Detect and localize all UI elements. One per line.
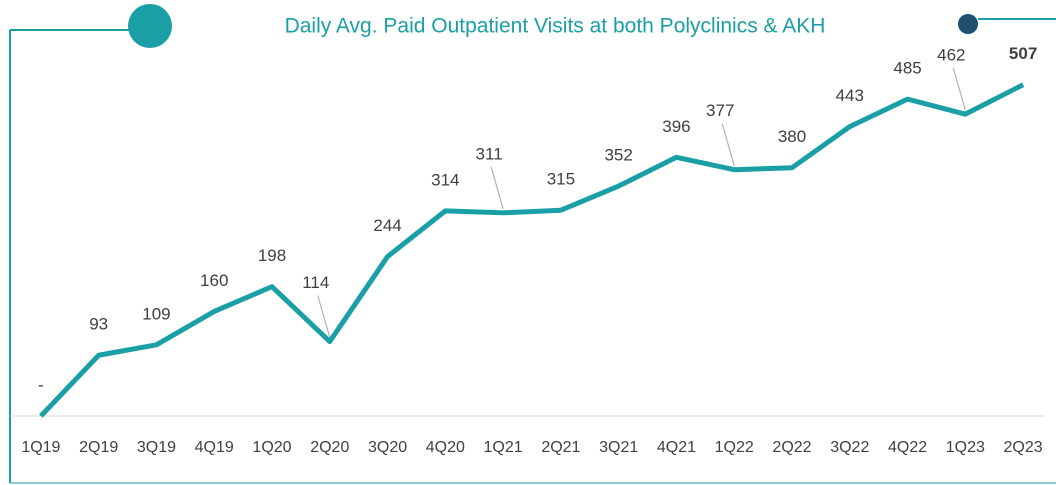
x-tick-label: 3Q20 [368, 439, 407, 456]
x-tick-label: 3Q19 [137, 439, 176, 456]
x-tick-label: 1Q20 [252, 439, 291, 456]
data-label: 198 [258, 246, 286, 265]
leader-line [317, 295, 331, 338]
data-label: 244 [373, 216, 401, 235]
title-dot [958, 14, 978, 34]
line [39, 82, 1025, 418]
x-tick-label: 2Q19 [79, 439, 118, 456]
data-label: 380 [778, 127, 806, 146]
title-circle [128, 4, 172, 48]
x-tick-label: 1Q22 [715, 439, 754, 456]
data-label: 443 [836, 86, 864, 105]
x-tick-label: 4Q19 [195, 439, 234, 456]
data-label: 396 [662, 117, 690, 136]
leader-line [952, 68, 966, 111]
x-tick-label: 4Q21 [657, 439, 696, 456]
data-label: 352 [604, 146, 632, 165]
leader-line [721, 123, 735, 166]
x-tick-label: 3Q21 [599, 439, 638, 456]
data-label: 314 [431, 170, 459, 189]
data-label: - [38, 375, 44, 394]
x-tick-label: 1Q23 [946, 439, 985, 456]
data-label: 311 [476, 144, 503, 163]
data-label: 93 [89, 315, 108, 334]
x-tick-label: 4Q20 [426, 439, 465, 456]
x-tick-label: 1Q19 [21, 439, 60, 456]
leader-line [490, 166, 504, 209]
data-label: 462 [937, 46, 965, 65]
data-label: 507 [1009, 44, 1037, 63]
x-tick-label: 2Q22 [772, 439, 811, 456]
x-tick-label: 3Q22 [830, 439, 869, 456]
data-label: 109 [142, 304, 170, 323]
data-label: 377 [706, 101, 734, 120]
x-tick-label: 2Q23 [1004, 439, 1043, 456]
x-tick-label: 2Q21 [541, 439, 580, 456]
data-label: 315 [547, 170, 575, 189]
x-tick-label: 2Q20 [310, 439, 349, 456]
data-label: 114 [302, 273, 329, 292]
x-tick-label: 4Q22 [888, 439, 927, 456]
chart-title: Daily Avg. Paid Outpatient Visits at bot… [285, 15, 826, 38]
data-label: 160 [200, 271, 228, 290]
x-tick-label: 1Q21 [484, 439, 523, 456]
data-label: 485 [893, 59, 921, 78]
